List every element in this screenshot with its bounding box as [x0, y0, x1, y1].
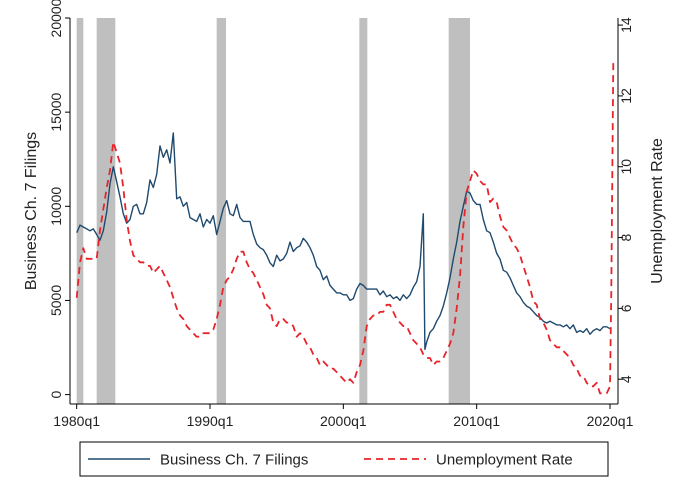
- y-left-axis-title: Business Ch. 7 Filings: [23, 132, 40, 290]
- recession-band: [216, 18, 226, 404]
- recession-band: [359, 18, 368, 404]
- y-right-tick-label: 14: [618, 17, 634, 33]
- legend-label-business-filings: Business Ch. 7 Filings: [160, 452, 308, 469]
- y-right-tick-label: 8: [618, 233, 634, 241]
- legend: Business Ch. 7 Filings Unemployment Rate: [79, 441, 609, 477]
- recession-band: [96, 18, 116, 404]
- business-filings-line: [76, 132, 611, 351]
- y-right-tick-label: 12: [618, 88, 634, 104]
- legend-label-unemployment-rate: Unemployment Rate: [436, 452, 573, 469]
- recession-band: [448, 18, 470, 404]
- legend-box: [79, 441, 609, 477]
- y-right-tick-label: 6: [618, 304, 634, 312]
- recession-band: [76, 18, 84, 404]
- y-left-tick-label: 15000: [48, 92, 64, 131]
- y-left-tick-label: 0: [48, 390, 64, 398]
- y-left-tick-label: 20000: [48, 0, 64, 37]
- y-right-tick-label: 4: [618, 375, 634, 383]
- x-tick-label: 1990q1: [187, 413, 234, 429]
- x-tick-label: 2010q1: [453, 413, 500, 429]
- x-tick-label: 1980q1: [53, 413, 100, 429]
- x-tick-label: 2020q1: [587, 413, 634, 429]
- y-left-tick-label: 10000: [48, 187, 64, 226]
- y-right-tick-label: 10: [618, 159, 634, 175]
- series-lines: [75, 60, 615, 395]
- axes: 0 5000 10000 15000 20000 4 6 8 10 12 14 1980q1 1990q…: [23, 0, 666, 429]
- y-left-tick-label: 5000: [48, 285, 64, 316]
- x-tick-label: 2000q1: [320, 413, 367, 429]
- y-right-axis-title: Unemployment Rate: [649, 138, 666, 284]
- recession-bands: [76, 18, 470, 404]
